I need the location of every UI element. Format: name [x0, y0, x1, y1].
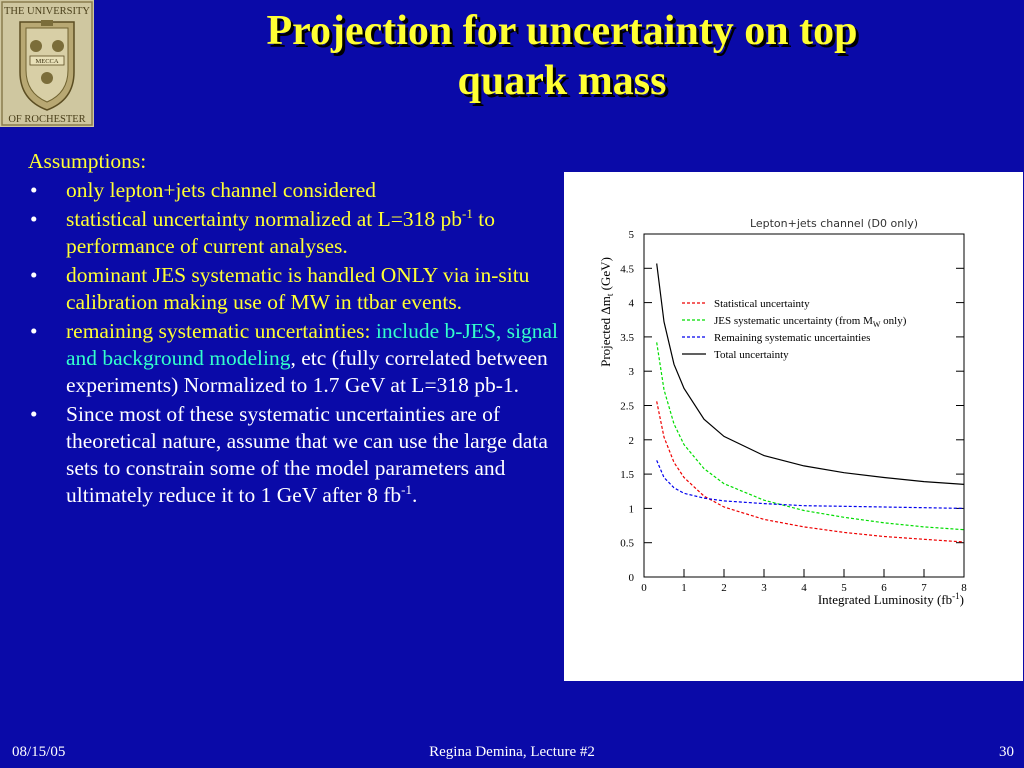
legend-label: JES systematic uncertainty (from MW only… [714, 315, 907, 329]
x-tick-label: 7 [921, 582, 927, 594]
x-tick-label: 5 [841, 582, 847, 594]
y-tick-label: 0.5 [620, 538, 634, 550]
x-tick-label: 8 [961, 582, 967, 594]
series-line [656, 401, 965, 543]
svg-text:OF ROCHESTER: OF ROCHESTER [8, 114, 85, 125]
y-tick-label: 0 [629, 572, 635, 584]
bullet-jes: dominant JES systematic is handled ONLY … [28, 262, 563, 316]
bullet-text: . [411, 483, 418, 507]
y-tick-label: 5 [629, 229, 635, 241]
bullet-remaining: remaining systematic uncertainties: incl… [28, 318, 563, 399]
bullet-lepton-jets: only lepton+jets channel considered [28, 177, 563, 204]
x-axis-label: Integrated Luminosity (fb-1) [818, 591, 964, 607]
x-tick-label: 6 [881, 582, 887, 594]
legend-label: Total uncertainty [714, 349, 789, 361]
y-axis: 0 0.5 1 1.5 2 2.5 3 3.5 4 4.5 5 [620, 229, 964, 584]
x-tick-label: 4 [801, 582, 807, 594]
slide-title-line2: quark mass [457, 58, 667, 104]
y-tick-label: 4.5 [620, 263, 634, 275]
superscript: -1 [462, 205, 473, 221]
series-line [656, 342, 965, 531]
uncertainty-chart: Lepton+jets channel (D0 only) 0 0.5 1 1.5 2 2… [598, 217, 967, 607]
slide-title-line1: Projection for uncertainty on top [266, 8, 858, 54]
bullet-highlight: include b-JES, signal and background mod… [66, 319, 559, 370]
legend-label: Remaining systematic uncertainties [714, 332, 870, 344]
bullet-text: only lepton+jets channel considered [66, 178, 377, 202]
superscript: -1 [401, 481, 412, 497]
slide-title: Projection for uncertainty on top quark … [100, 6, 1024, 106]
x-tick-label: 3 [761, 582, 767, 594]
x-tick-label: 1 [681, 582, 687, 594]
y-tick-label: 1 [629, 503, 635, 515]
footer-page-number: 30 [999, 744, 1014, 760]
svg-text:MECCA: MECCA [35, 58, 58, 65]
x-tick-label: 2 [721, 582, 727, 594]
y-tick-label: 2 [629, 435, 635, 447]
y-axis-label: Projected Δmt (GeV) [598, 257, 615, 367]
y-tick-label: 3 [629, 366, 635, 378]
assumptions-heading: Assumptions: [28, 149, 147, 173]
legend-label: Statistical uncertainty [714, 298, 810, 310]
legend: Statistical uncertainty JES systematic un… [682, 298, 907, 361]
bullet-since: Since most of these systematic uncertain… [28, 401, 563, 509]
bullet-text: , etc (fully correlated between experime… [66, 346, 548, 397]
svg-text:THE UNIVERSITY: THE UNIVERSITY [4, 6, 90, 17]
chart-panel: Lepton+jets channel (D0 only) 0 0.5 1 1.5 2 2… [564, 172, 1023, 681]
assumptions-section: Assumptions: only lepton+jets channel co… [28, 148, 563, 509]
bullet-text: dominant JES systematic is handled ONLY … [66, 263, 530, 314]
y-tick-label: 2.5 [620, 401, 634, 413]
bullet-statistical: statistical uncertainty normalized at L=… [28, 206, 563, 260]
y-tick-label: 4 [629, 298, 635, 310]
bullet-text: Since most of these systematic uncertain… [66, 402, 548, 507]
university-logo: THE UNIVERSITY OF ROCHESTER MECCA [0, 0, 94, 127]
y-tick-label: 1.5 [620, 469, 634, 481]
bullet-text: to performance of current analyses. [66, 207, 495, 258]
footer-date: 08/15/05 [12, 744, 66, 760]
footer-title: Regina Demina, Lecture #2 [429, 744, 595, 760]
series-line [656, 263, 965, 485]
bullet-text: statistical uncertainty normalized at L=… [66, 207, 463, 231]
series-line [656, 460, 965, 509]
university-seal-icon: THE UNIVERSITY OF ROCHESTER MECCA [0, 0, 94, 127]
bullet-text: remaining systematic uncertainties: [66, 319, 376, 343]
chart-title: Lepton+jets channel (D0 only) [750, 217, 918, 230]
series-lines [656, 263, 965, 543]
x-axis: 0 1 2 3 4 5 6 7 8 [641, 569, 967, 594]
bullet-text: Normalized to 1.7 GeV at L=318 pb-1. [183, 373, 519, 397]
y-tick-label: 3.5 [620, 332, 634, 344]
x-tick-label: 0 [641, 582, 647, 594]
assumptions-list: only lepton+jets channel considered stat… [28, 177, 563, 509]
